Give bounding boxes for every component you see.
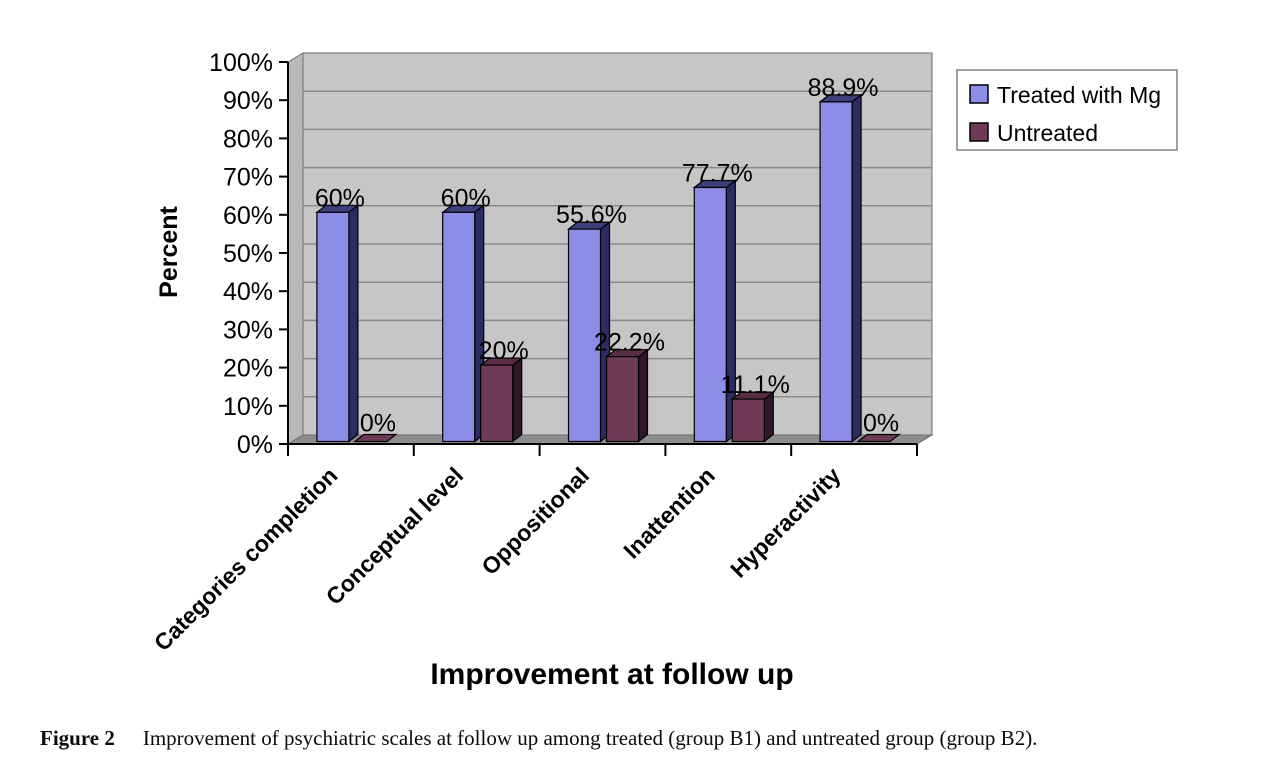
y-axis-tick-label: 20% [223, 355, 273, 383]
y-axis-tick-label: 30% [223, 316, 273, 344]
legend-label-treated-with-mg: Treated with Mg [997, 82, 1161, 108]
legend-label-untreated: Untreated [997, 120, 1098, 146]
bar-treated-with-mg-4-front [819, 101, 853, 443]
bar-value-label: 0% [863, 410, 899, 438]
bar-treated-with-mg-0-front [316, 211, 350, 443]
bar-treated-with-mg-2-front [567, 228, 602, 443]
bar-value-label: 0% [360, 410, 396, 438]
bar-untreated-0-flat [353, 433, 398, 443]
plot-left-wall [287, 52, 304, 445]
y-axis-tick-label: 50% [223, 240, 273, 268]
bar-untreated-2-side [637, 348, 649, 443]
bar-untreated-2-front [605, 356, 640, 443]
bar-value-label: 11.1% [721, 371, 790, 399]
figure-label: Figure 2 [40, 726, 115, 750]
category-label: Categories completion [149, 462, 343, 656]
bar-treated-with-mg-1-front [442, 211, 476, 443]
bar-value-label: 60% [315, 184, 365, 212]
bar-untreated-3-front [731, 398, 765, 443]
bar-treated-with-mg-4-side [851, 93, 862, 443]
bar-untreated-3-side [763, 390, 774, 443]
x-axis-title: Improvement at follow up [430, 658, 793, 691]
category-label: Hyperactivity [725, 462, 846, 583]
legend-swatch-untreated [969, 122, 989, 142]
legend-box [956, 69, 1178, 151]
bar-value-label: 22.2% [594, 329, 665, 357]
bar-value-label: 55.6% [556, 201, 627, 229]
bar-treated-with-mg-0-side [348, 204, 359, 443]
category-label: Conceptual level [321, 462, 469, 610]
y-axis-tick-label: 90% [223, 87, 273, 115]
bar-value-label: 88.9% [808, 74, 879, 102]
y-axis-tick-label: 10% [223, 393, 273, 421]
figure-caption-text: Improvement of psychiatric scales at fol… [142, 726, 1038, 750]
bar-value-label: 77.7% [682, 159, 753, 187]
chart-canvas: 0% 10% 20% 30% 40% 50% 60% 70% 80% 90% 100% 60% 0% Ca… [149, 49, 1178, 691]
y-axis-tick-label: 80% [223, 125, 273, 153]
legend-swatch-treated-with-mg [969, 84, 989, 104]
bar-treated-with-mg-3-front [693, 186, 727, 443]
y-axis-tick-label: 100% [209, 49, 273, 77]
figure-caption: Figure 2 Improvement of psychiatric scale… [40, 726, 1255, 751]
y-axis-tick-label: 70% [223, 164, 273, 192]
category-label: Inattention [618, 462, 720, 564]
category-label: Oppositional [476, 462, 594, 580]
y-axis-tick-label: 60% [223, 202, 273, 230]
bar-value-label: 20% [479, 337, 529, 365]
bar-untreated-1-side [512, 356, 523, 443]
y-axis-title: Percent [155, 205, 183, 297]
bar-untreated-4-flat [856, 433, 901, 443]
bar-untreated-1-front [480, 364, 514, 443]
y-axis-tick-label: 40% [223, 278, 273, 306]
y-axis-tick-label: 0% [237, 431, 273, 459]
bar-value-label: 60% [441, 184, 491, 212]
